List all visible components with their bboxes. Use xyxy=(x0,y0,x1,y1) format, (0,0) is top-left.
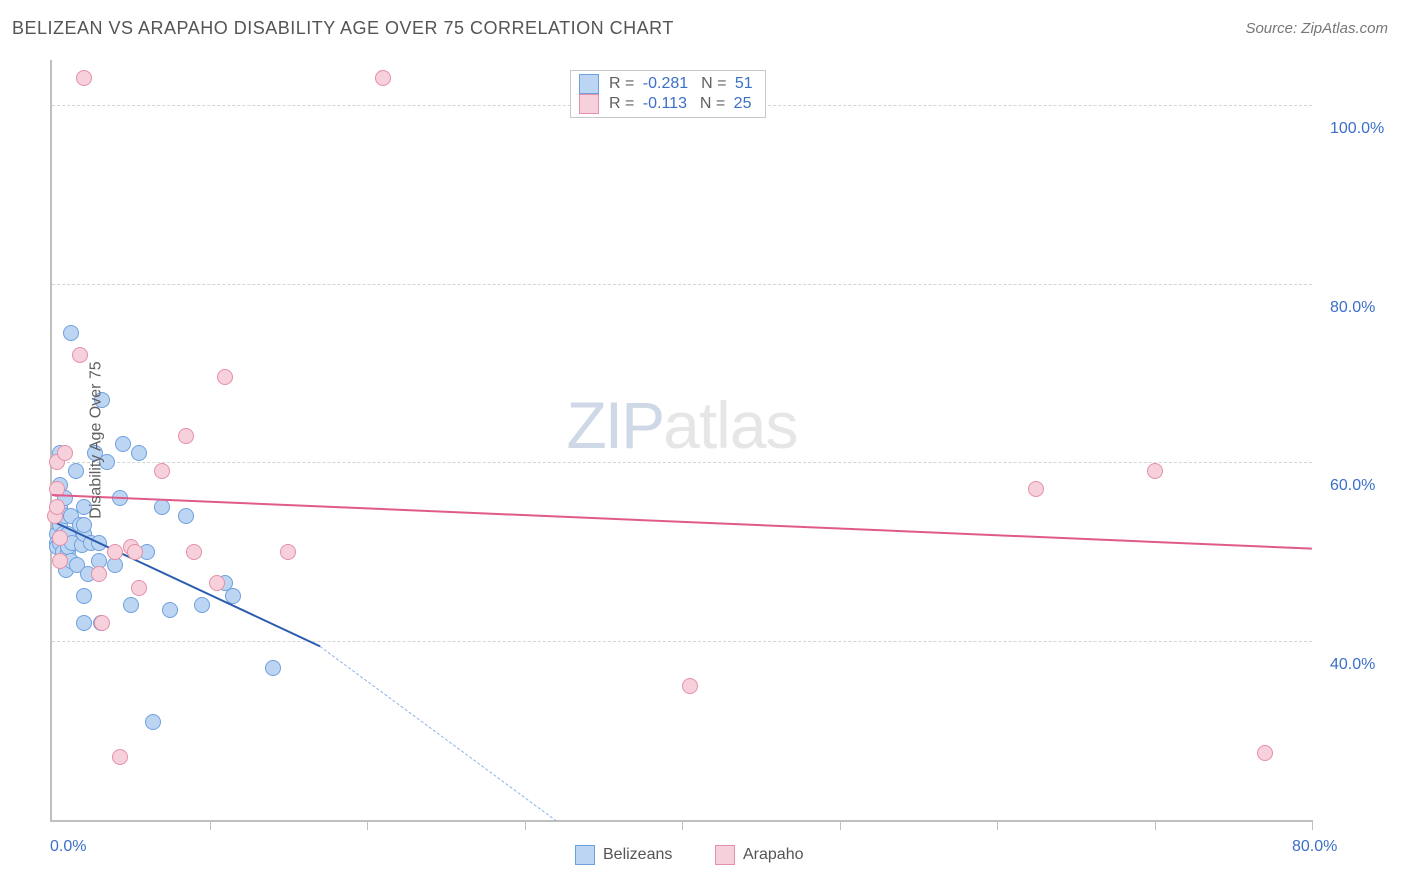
data-point xyxy=(52,553,68,569)
x-tick-label: 0.0% xyxy=(50,838,86,856)
legend-label: Arapaho xyxy=(743,846,804,864)
data-point xyxy=(57,445,73,461)
data-point xyxy=(178,508,194,524)
data-point xyxy=(91,566,107,582)
data-point xyxy=(76,70,92,86)
series-legend-item: Belizeans xyxy=(575,845,672,865)
data-point xyxy=(112,749,128,765)
y-tick-label: 60.0% xyxy=(1330,477,1375,495)
y-axis-label: Disability Age Over 75 xyxy=(88,361,106,518)
legend-label: Belizeans xyxy=(603,846,672,864)
x-tick xyxy=(682,820,683,830)
trend-line xyxy=(52,494,1312,550)
watermark: ZIPatlas xyxy=(566,387,797,463)
data-point xyxy=(375,70,391,86)
data-point xyxy=(217,369,233,385)
data-point xyxy=(72,347,88,363)
correlation-legend-row: R = -0.281 N = 51 xyxy=(579,74,757,94)
data-point xyxy=(162,602,178,618)
correlation-legend: R = -0.281 N = 51R = -0.113 N = 25 xyxy=(570,70,766,118)
data-point xyxy=(154,499,170,515)
correlation-legend-row: R = -0.113 N = 25 xyxy=(579,94,757,114)
data-point xyxy=(1028,481,1044,497)
data-point xyxy=(123,597,139,613)
x-tick xyxy=(997,820,998,830)
y-tick-label: 40.0% xyxy=(1330,656,1375,674)
series-legend-item: Arapaho xyxy=(715,845,804,865)
x-tick xyxy=(1312,820,1313,830)
data-point xyxy=(280,544,296,560)
data-point xyxy=(52,530,68,546)
gridline-h xyxy=(52,462,1312,463)
data-point xyxy=(145,714,161,730)
data-point xyxy=(76,517,92,533)
data-point xyxy=(127,544,143,560)
data-point xyxy=(76,588,92,604)
data-point xyxy=(76,615,92,631)
data-point xyxy=(68,463,84,479)
x-tick xyxy=(1155,820,1156,830)
data-point xyxy=(178,428,194,444)
data-point xyxy=(131,445,147,461)
data-point xyxy=(194,597,210,613)
data-point xyxy=(265,660,281,676)
chart-title: BELIZEAN VS ARAPAHO DISABILITY AGE OVER … xyxy=(12,18,674,39)
watermark-zip: ZIP xyxy=(566,388,663,462)
data-point xyxy=(131,580,147,596)
legend-swatch xyxy=(579,74,599,94)
data-point xyxy=(49,499,65,515)
trend-line xyxy=(52,521,321,648)
gridline-h xyxy=(52,641,1312,642)
data-point xyxy=(115,436,131,452)
legend-swatch xyxy=(575,845,595,865)
source-text: Source: ZipAtlas.com xyxy=(1245,20,1388,37)
x-tick-label: 80.0% xyxy=(1292,838,1337,856)
x-tick xyxy=(840,820,841,830)
y-tick-label: 100.0% xyxy=(1330,120,1384,138)
data-point xyxy=(63,325,79,341)
data-point xyxy=(154,463,170,479)
y-tick-label: 80.0% xyxy=(1330,299,1375,317)
data-point xyxy=(1257,745,1273,761)
gridline-h xyxy=(52,284,1312,285)
data-point xyxy=(186,544,202,560)
x-tick xyxy=(367,820,368,830)
watermark-atlas: atlas xyxy=(663,388,797,462)
plot-surface: ZIPatlas 40.0%60.0%80.0%100.0%0.0%80.0% xyxy=(50,60,1312,822)
chart-area: ZIPatlas 40.0%60.0%80.0%100.0%0.0%80.0% … xyxy=(50,60,1310,820)
data-point xyxy=(209,575,225,591)
legend-swatch xyxy=(579,94,599,114)
trend-line-extrapolated xyxy=(319,646,556,821)
x-tick xyxy=(525,820,526,830)
data-point xyxy=(1147,463,1163,479)
x-tick xyxy=(210,820,211,830)
legend-swatch xyxy=(715,845,735,865)
data-point xyxy=(682,678,698,694)
data-point xyxy=(94,615,110,631)
data-point xyxy=(107,544,123,560)
